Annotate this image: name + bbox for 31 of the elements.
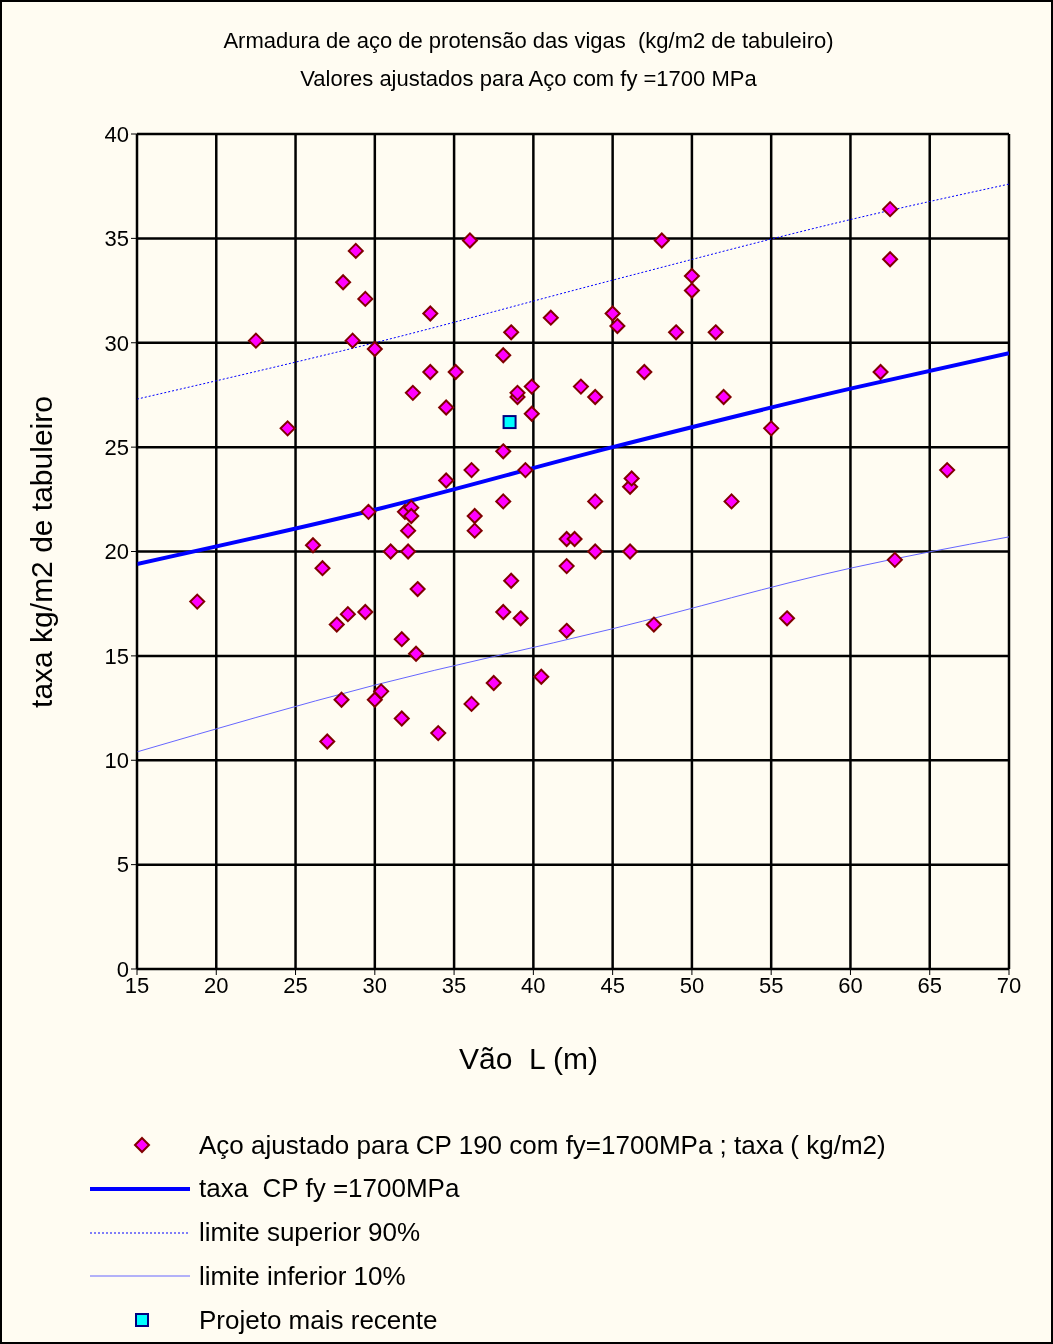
y-tick-label: 25 bbox=[104, 434, 129, 460]
x-tick-label: 65 bbox=[917, 972, 942, 998]
line-series bbox=[137, 351, 1009, 567]
x-tick-label: 50 bbox=[679, 972, 705, 998]
y-axis-title: taxa kg/m2 de tabuleiro bbox=[25, 395, 59, 708]
x-tick-label: 45 bbox=[600, 972, 625, 998]
x-tick-label: 40 bbox=[521, 972, 546, 998]
x-tick-label: 30 bbox=[362, 972, 388, 998]
legend-label: taxa CP fy =1700MPa bbox=[199, 1173, 460, 1205]
legend-label: Aço ajustado para CP 190 com fy=1700MPa ; taxa ( kg/m2) bbox=[199, 1129, 886, 1161]
chart-title: Armadura de aço de protensão das vigas (kg/m2 de tabuleiro) bbox=[222, 28, 835, 54]
legend-label: limite inferior 10% bbox=[199, 1260, 406, 1292]
y-tick-label: 40 bbox=[104, 121, 129, 147]
x-tick-label: 60 bbox=[838, 972, 863, 998]
legend-label: Projeto mais recente bbox=[199, 1304, 438, 1336]
x-tick-label: 25 bbox=[283, 972, 308, 998]
x-axis-title: Vão L (m) bbox=[458, 1042, 599, 1076]
y-tick-label: 20 bbox=[104, 539, 129, 565]
x-tick-label: 55 bbox=[758, 972, 784, 998]
y-tick-label: 35 bbox=[104, 226, 129, 252]
legend-label: limite superior 90% bbox=[199, 1217, 421, 1249]
y-tick-label: 30 bbox=[104, 330, 129, 356]
y-tick-label: 10 bbox=[104, 748, 129, 774]
x-tick-label: 20 bbox=[204, 972, 229, 998]
x-tick-label: 35 bbox=[441, 972, 467, 998]
x-tick-label: 70 bbox=[996, 972, 1022, 998]
line-series bbox=[137, 536, 1009, 753]
y-tick-label: 15 bbox=[104, 643, 129, 669]
chart-subtitle: Valores ajustados para Aço com fy =1700 MPa bbox=[299, 66, 758, 92]
y-tick-label: 5 bbox=[116, 852, 129, 878]
line-series bbox=[137, 183, 1009, 400]
